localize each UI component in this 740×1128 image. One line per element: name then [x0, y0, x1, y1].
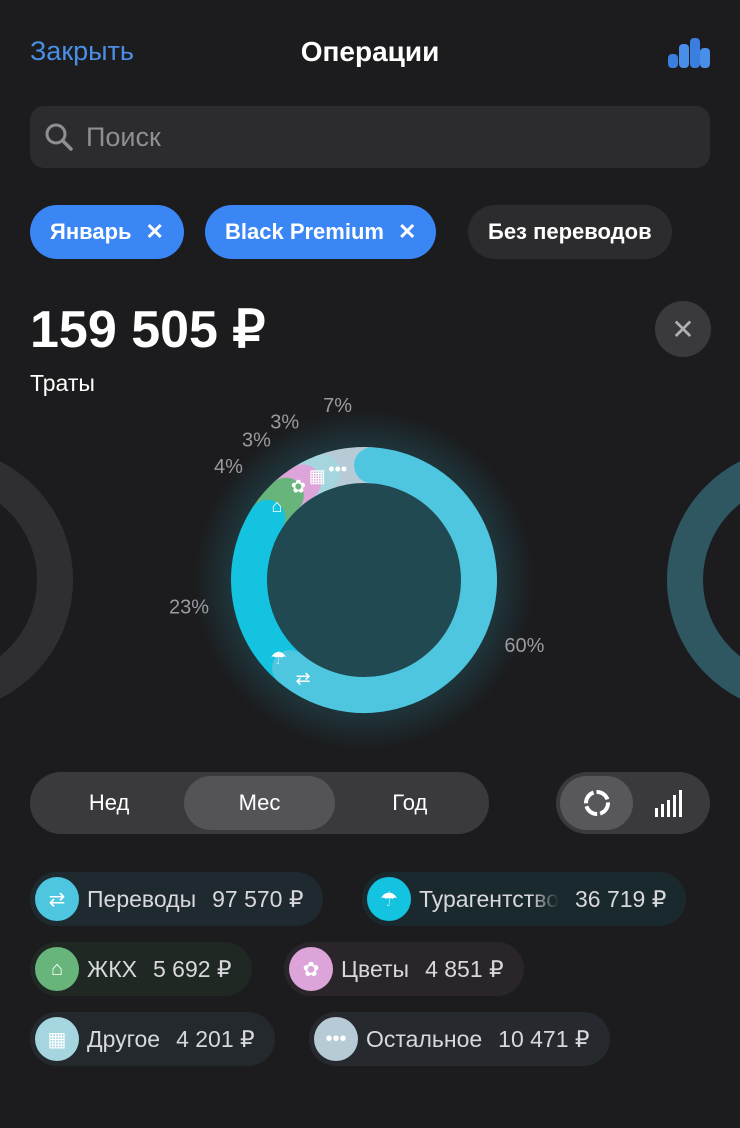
category-amount: 10 471 ₽: [498, 1025, 590, 1052]
category-name: ЖКХ: [87, 955, 137, 982]
search-field[interactable]: [30, 106, 710, 168]
category-icon: ✿: [289, 947, 333, 991]
period-week[interactable]: Нед: [88, 790, 130, 815]
category-icon: ▦: [35, 1017, 79, 1061]
filter-chip-no-transfers[interactable]: Без переводов: [468, 205, 672, 259]
donut-segment-1[interactable]: [231, 499, 309, 687]
donut-chart: ⇄ ☂ ⌂ ✿▦ ••• 60% 23% 4% 3%3% 7%: [0, 395, 740, 750]
category-amount: 36 719 ₽: [575, 885, 667, 912]
filter-chip-month[interactable]: Январь ✕: [30, 205, 184, 259]
category-amount: 4 851 ₽: [425, 955, 504, 982]
category-amount: 5 692 ₽: [152, 955, 232, 982]
category-name: Переводы: [87, 885, 197, 912]
close-icon: ✕: [671, 313, 695, 345]
percent-label: 60%: [504, 635, 544, 657]
dots-icon: •••: [328, 459, 347, 479]
category-icon: ☂: [367, 877, 411, 921]
period-year[interactable]: Год: [392, 790, 428, 815]
donut-view-button[interactable]: [560, 776, 633, 830]
category-icon: ⇄: [35, 877, 79, 921]
percent-label: 23%: [169, 596, 209, 618]
bars-icon: [654, 790, 682, 817]
category-name: Турагентство: [419, 885, 559, 912]
category-icon: ⌂: [35, 947, 79, 991]
flower-icon: ✿: [291, 477, 306, 497]
donut-icon: [583, 790, 610, 816]
remove-icon[interactable]: ✕: [397, 219, 417, 244]
reset-button[interactable]: ✕: [655, 301, 711, 357]
grid-icon: ▦: [309, 466, 326, 486]
close-button[interactable]: Закрыть: [30, 36, 134, 66]
percent-label: 3%: [270, 412, 299, 434]
total-amount: 159 505 ₽: [30, 301, 266, 359]
filter-chip-card[interactable]: Black Premium ✕: [205, 205, 437, 259]
bar-chart-icon[interactable]: [668, 38, 710, 68]
bars-view-button[interactable]: [633, 776, 706, 830]
category-pill[interactable]: ⌂ ЖКХ 5 692 ₽: [30, 942, 252, 996]
category-icon: •••: [314, 1017, 358, 1061]
period-selector[interactable]: Нед Мес Год: [30, 772, 489, 834]
category-name: Другое: [87, 1025, 161, 1052]
category-amount: 4 201 ₽: [176, 1025, 255, 1052]
transfer-icon: ⇄: [296, 669, 311, 689]
category-pill[interactable]: ⇄ Переводы 97 570 ₽: [30, 872, 324, 926]
page-title: Операции: [300, 36, 440, 67]
category-pill[interactable]: ✿ Цветы 4 851 ₽: [284, 942, 524, 996]
view-toggle[interactable]: [556, 772, 710, 834]
next-month-ring[interactable]: [667, 461, 740, 699]
percent-label: 3%: [242, 429, 271, 451]
total-label: Траты: [30, 370, 95, 396]
chip-label: Без переводов: [488, 219, 652, 244]
category-pill[interactable]: ••• Остальное 10 471 ₽: [309, 1012, 610, 1066]
house-icon: ⌂: [272, 496, 283, 516]
prev-month-ring[interactable]: [0, 461, 73, 699]
percent-label: 7%: [323, 395, 352, 417]
chip-label: Black Premium: [225, 219, 384, 244]
category-amount: 97 570 ₽: [212, 885, 304, 912]
percent-label: 4%: [214, 456, 243, 478]
category-name: Остальное: [366, 1025, 483, 1052]
chip-label: Январь: [50, 219, 132, 244]
search-input[interactable]: [86, 121, 686, 153]
category-pill[interactable]: ☂ Турагентство 36 719 ₽: [362, 872, 687, 926]
donut-segment-0[interactable]: [272, 447, 497, 713]
category-name: Цветы: [341, 955, 410, 982]
search-icon: [45, 123, 73, 151]
category-pill[interactable]: ▦ Другое 4 201 ₽: [30, 1012, 275, 1066]
period-month[interactable]: Мес: [184, 776, 335, 830]
umbrella-icon: ☂: [270, 648, 286, 668]
remove-icon[interactable]: ✕: [145, 219, 164, 244]
